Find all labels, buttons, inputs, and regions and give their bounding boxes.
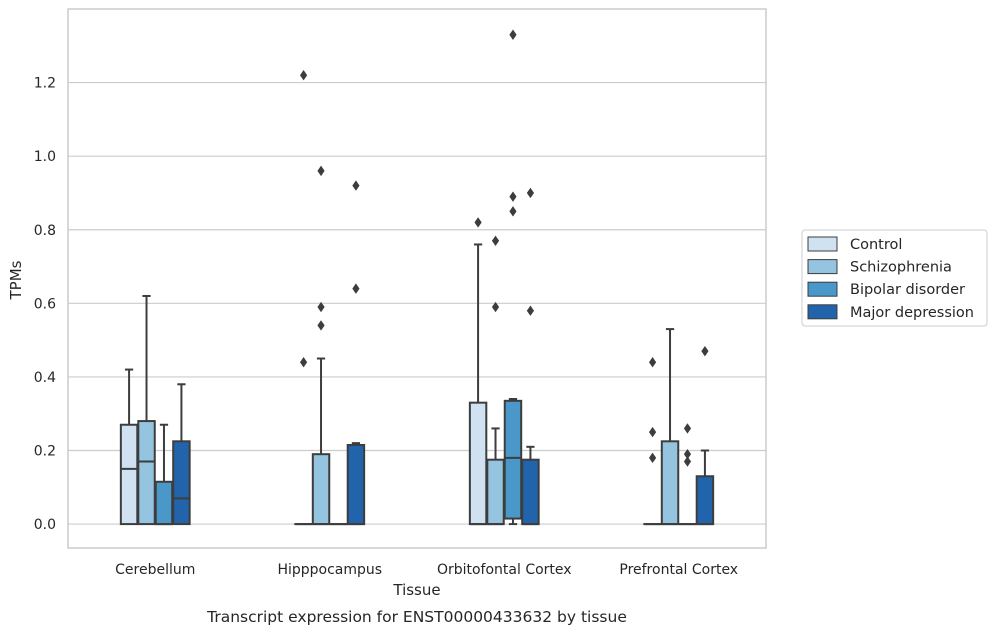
box-major-depression — [521, 445, 540, 526]
outlier-point — [683, 423, 692, 434]
outlier-point — [317, 301, 325, 313]
y-tick-label: 0.2 — [34, 444, 56, 460]
outlier-point — [701, 345, 709, 357]
x-tick-label: Hipppocampus — [277, 562, 382, 578]
box-body — [137, 420, 156, 526]
y-tick-label: 0.8 — [34, 223, 56, 239]
outlier-point — [683, 448, 692, 460]
x-axis-title: Tissue — [392, 581, 440, 599]
box-body — [154, 480, 174, 526]
box-body — [503, 399, 523, 520]
outlier-point — [526, 187, 535, 199]
box-body — [486, 458, 505, 526]
legend-label: Major depression — [850, 305, 974, 321]
x-tick-label: Orbitofontal Cortex — [437, 562, 572, 578]
outlier-point — [648, 357, 657, 368]
x-tick-labels: Cerebellum Hipppocampus Orbitofontal Corte… — [115, 562, 738, 578]
box-body — [660, 440, 680, 526]
outlier-point — [648, 426, 657, 438]
legend-swatch — [807, 281, 838, 297]
y-tick-label: 1.0 — [34, 149, 56, 165]
y-tick-labels: 0.0 0.2 0.4 0.6 0.8 1.0 1.2 — [34, 76, 56, 534]
outlier-point — [491, 301, 500, 313]
outlier-point — [491, 235, 500, 246]
y-tick-label: 0.4 — [34, 370, 56, 386]
outlier-point — [352, 180, 360, 191]
outlier-point — [683, 456, 692, 467]
box-bipolar-disorder — [503, 397, 523, 526]
box-schizophrenia — [660, 328, 680, 526]
outlier-point — [317, 320, 325, 331]
legend: Control Schizophrenia Bipolar disorder Majo… — [801, 229, 988, 327]
outlier-point — [317, 165, 325, 177]
box-body — [521, 458, 540, 526]
legend-swatch — [807, 236, 838, 252]
y-tick-label: 0.0 — [34, 517, 56, 533]
box-bipolar-disorder — [154, 423, 174, 526]
box-schizophrenia — [311, 357, 331, 526]
legend-label: Bipolar disorder — [850, 282, 965, 298]
box-body — [695, 475, 715, 526]
legend-swatch — [807, 304, 838, 320]
legend-swatch — [807, 259, 838, 275]
outlier-point — [352, 283, 360, 294]
box-body — [468, 401, 488, 526]
plot-area-frame — [67, 8, 767, 549]
outliers — [299, 29, 709, 467]
box-body — [172, 440, 191, 526]
box-schizophrenia — [486, 427, 505, 526]
chart-caption: Transcript expression for ENST0000043363… — [206, 608, 627, 626]
outlier-point — [509, 191, 517, 202]
box-control — [119, 368, 139, 526]
x-tick-label: Prefrontal Cortex — [619, 562, 738, 578]
legend-frame — [801, 229, 988, 327]
boxes — [119, 243, 715, 526]
box-body — [346, 443, 366, 526]
outlier-point — [474, 217, 482, 228]
box-major-depression — [172, 383, 191, 526]
box-body — [119, 423, 139, 526]
box-schizophrenia — [137, 294, 156, 526]
y-tick-label: 0.6 — [34, 296, 56, 312]
outlier-point — [299, 357, 308, 368]
outlier-point — [648, 452, 657, 464]
x-tick-label: Cerebellum — [115, 562, 195, 578]
box-major-depression — [346, 442, 366, 526]
box-control — [468, 243, 488, 526]
box-body — [311, 453, 331, 526]
y-tick-label: 1.2 — [34, 76, 56, 92]
legend-label: Control — [850, 237, 902, 253]
legend-label: Schizophrenia — [850, 260, 952, 276]
box-major-depression — [695, 449, 715, 526]
outlier-point — [509, 29, 517, 40]
outlier-point — [299, 70, 308, 81]
outlier-point — [509, 206, 517, 217]
y-axis-title: TPMs — [7, 260, 25, 300]
outlier-point — [526, 305, 535, 316]
